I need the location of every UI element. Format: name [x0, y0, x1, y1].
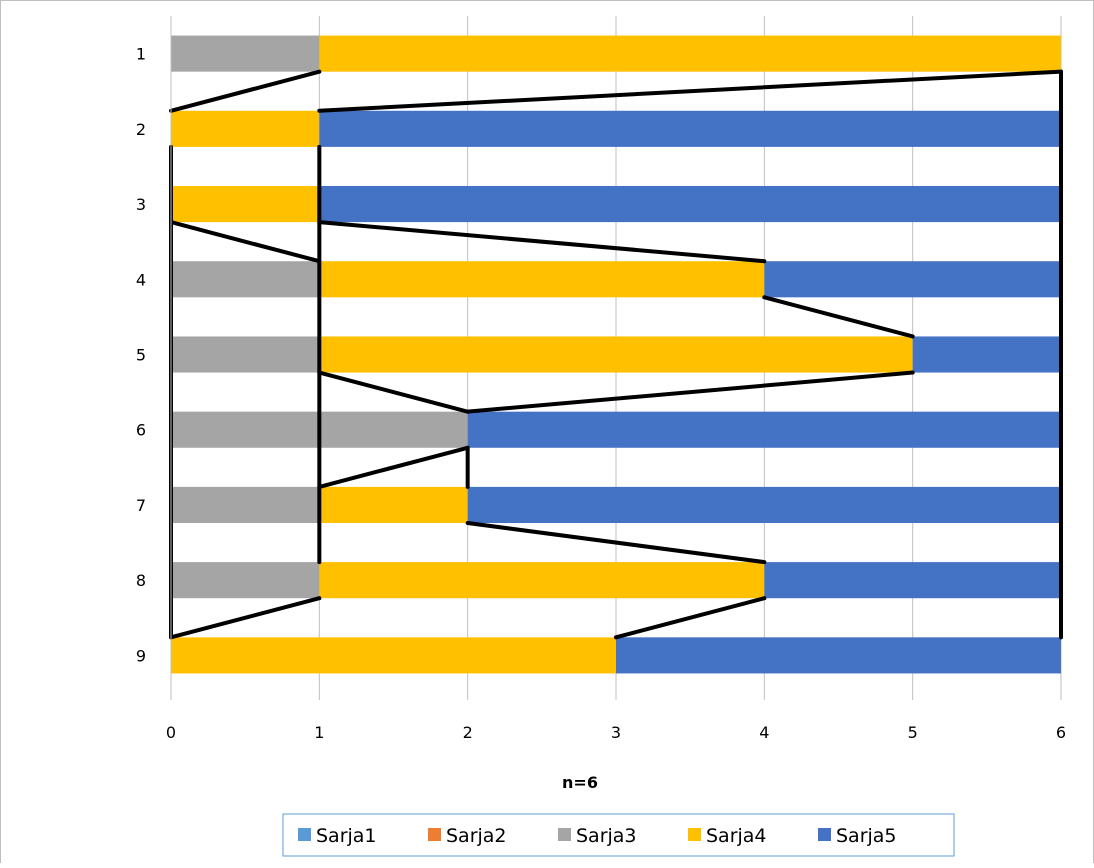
y-tick-label: 2 — [136, 120, 146, 139]
bar-segment-sarja4 — [319, 486, 468, 523]
bars — [171, 35, 1062, 674]
connector-line — [169, 69, 322, 113]
bar-segment-sarja3 — [171, 562, 320, 599]
connector-line — [762, 295, 915, 339]
connector-line — [614, 596, 767, 640]
connector-line — [169, 596, 322, 640]
x-tick-label: 1 — [314, 723, 324, 742]
x-axis-title: n=6 — [562, 773, 598, 792]
y-tick-label: 1 — [136, 45, 146, 64]
legend-box — [282, 813, 955, 857]
bar-segment-sarja5 — [467, 411, 1062, 448]
legend-label-sarja5: Sarja5 — [836, 825, 897, 847]
bar-segment-sarja3 — [171, 261, 320, 298]
bar-segment-sarja5 — [319, 110, 1061, 147]
legend-label-sarja4: Sarja4 — [706, 825, 767, 847]
legend-label-sarja1: Sarja1 — [316, 825, 377, 847]
legend-label-sarja2: Sarja2 — [446, 825, 507, 847]
bar-segment-sarja5 — [616, 637, 1061, 674]
connector-line — [465, 520, 767, 565]
bar-segment-sarja3 — [171, 486, 320, 523]
bar-segment-sarja4 — [319, 336, 913, 373]
bar-segment-sarja5 — [319, 186, 1061, 223]
bar-segment-sarja3 — [171, 35, 320, 72]
connector-line — [465, 370, 915, 414]
x-tick-label: 5 — [908, 723, 918, 742]
connector-line — [317, 220, 767, 264]
connector-line — [317, 445, 470, 489]
y-tick-label: 6 — [136, 421, 146, 440]
legend-swatch-sarja3 — [558, 828, 571, 841]
y-tick-label: 3 — [136, 195, 146, 214]
x-tick-label: 3 — [611, 723, 621, 742]
x-tick-label: 2 — [463, 723, 473, 742]
bar-segment-sarja5 — [764, 562, 1061, 599]
bar-segment-sarja4 — [319, 562, 765, 599]
y-tick-label: 9 — [136, 646, 146, 665]
bar-segment-sarja5 — [467, 486, 1062, 523]
x-tick-label: 6 — [1056, 723, 1066, 742]
legend-label-sarja3: Sarja3 — [576, 825, 637, 847]
bar-segment-sarja4 — [171, 186, 320, 223]
bar-segment-sarja4 — [319, 35, 1061, 72]
bar-segment-sarja4 — [171, 110, 320, 147]
bar-segment-sarja5 — [912, 336, 1061, 373]
bar-segment-sarja3 — [171, 336, 320, 373]
y-tick-label: 7 — [136, 496, 146, 515]
connector-line — [317, 370, 470, 414]
x-tick-label: 0 — [166, 723, 176, 742]
legend-swatch-sarja1 — [298, 828, 311, 841]
axes: 0 1 2 3 4 5 6 1 2 3 4 5 6 7 8 9 — [136, 16, 1066, 742]
y-tick-label: 8 — [136, 571, 146, 590]
connector-line — [317, 69, 1063, 113]
legend-swatch-sarja2 — [428, 828, 441, 841]
legend: Sarja1 Sarja2 Sarja3 Sarja4 Sarja5 — [282, 813, 955, 857]
bar-segment-sarja4 — [319, 261, 765, 298]
x-tick-label: 4 — [759, 723, 769, 742]
bar-segment-sarja5 — [764, 261, 1061, 298]
bar-segment-sarja4 — [171, 637, 616, 674]
legend-swatch-sarja4 — [688, 828, 701, 841]
y-tick-label: 5 — [136, 346, 146, 365]
connector-line — [169, 220, 322, 264]
y-tick-label: 4 — [136, 270, 146, 289]
legend-swatch-sarja5 — [818, 828, 831, 841]
